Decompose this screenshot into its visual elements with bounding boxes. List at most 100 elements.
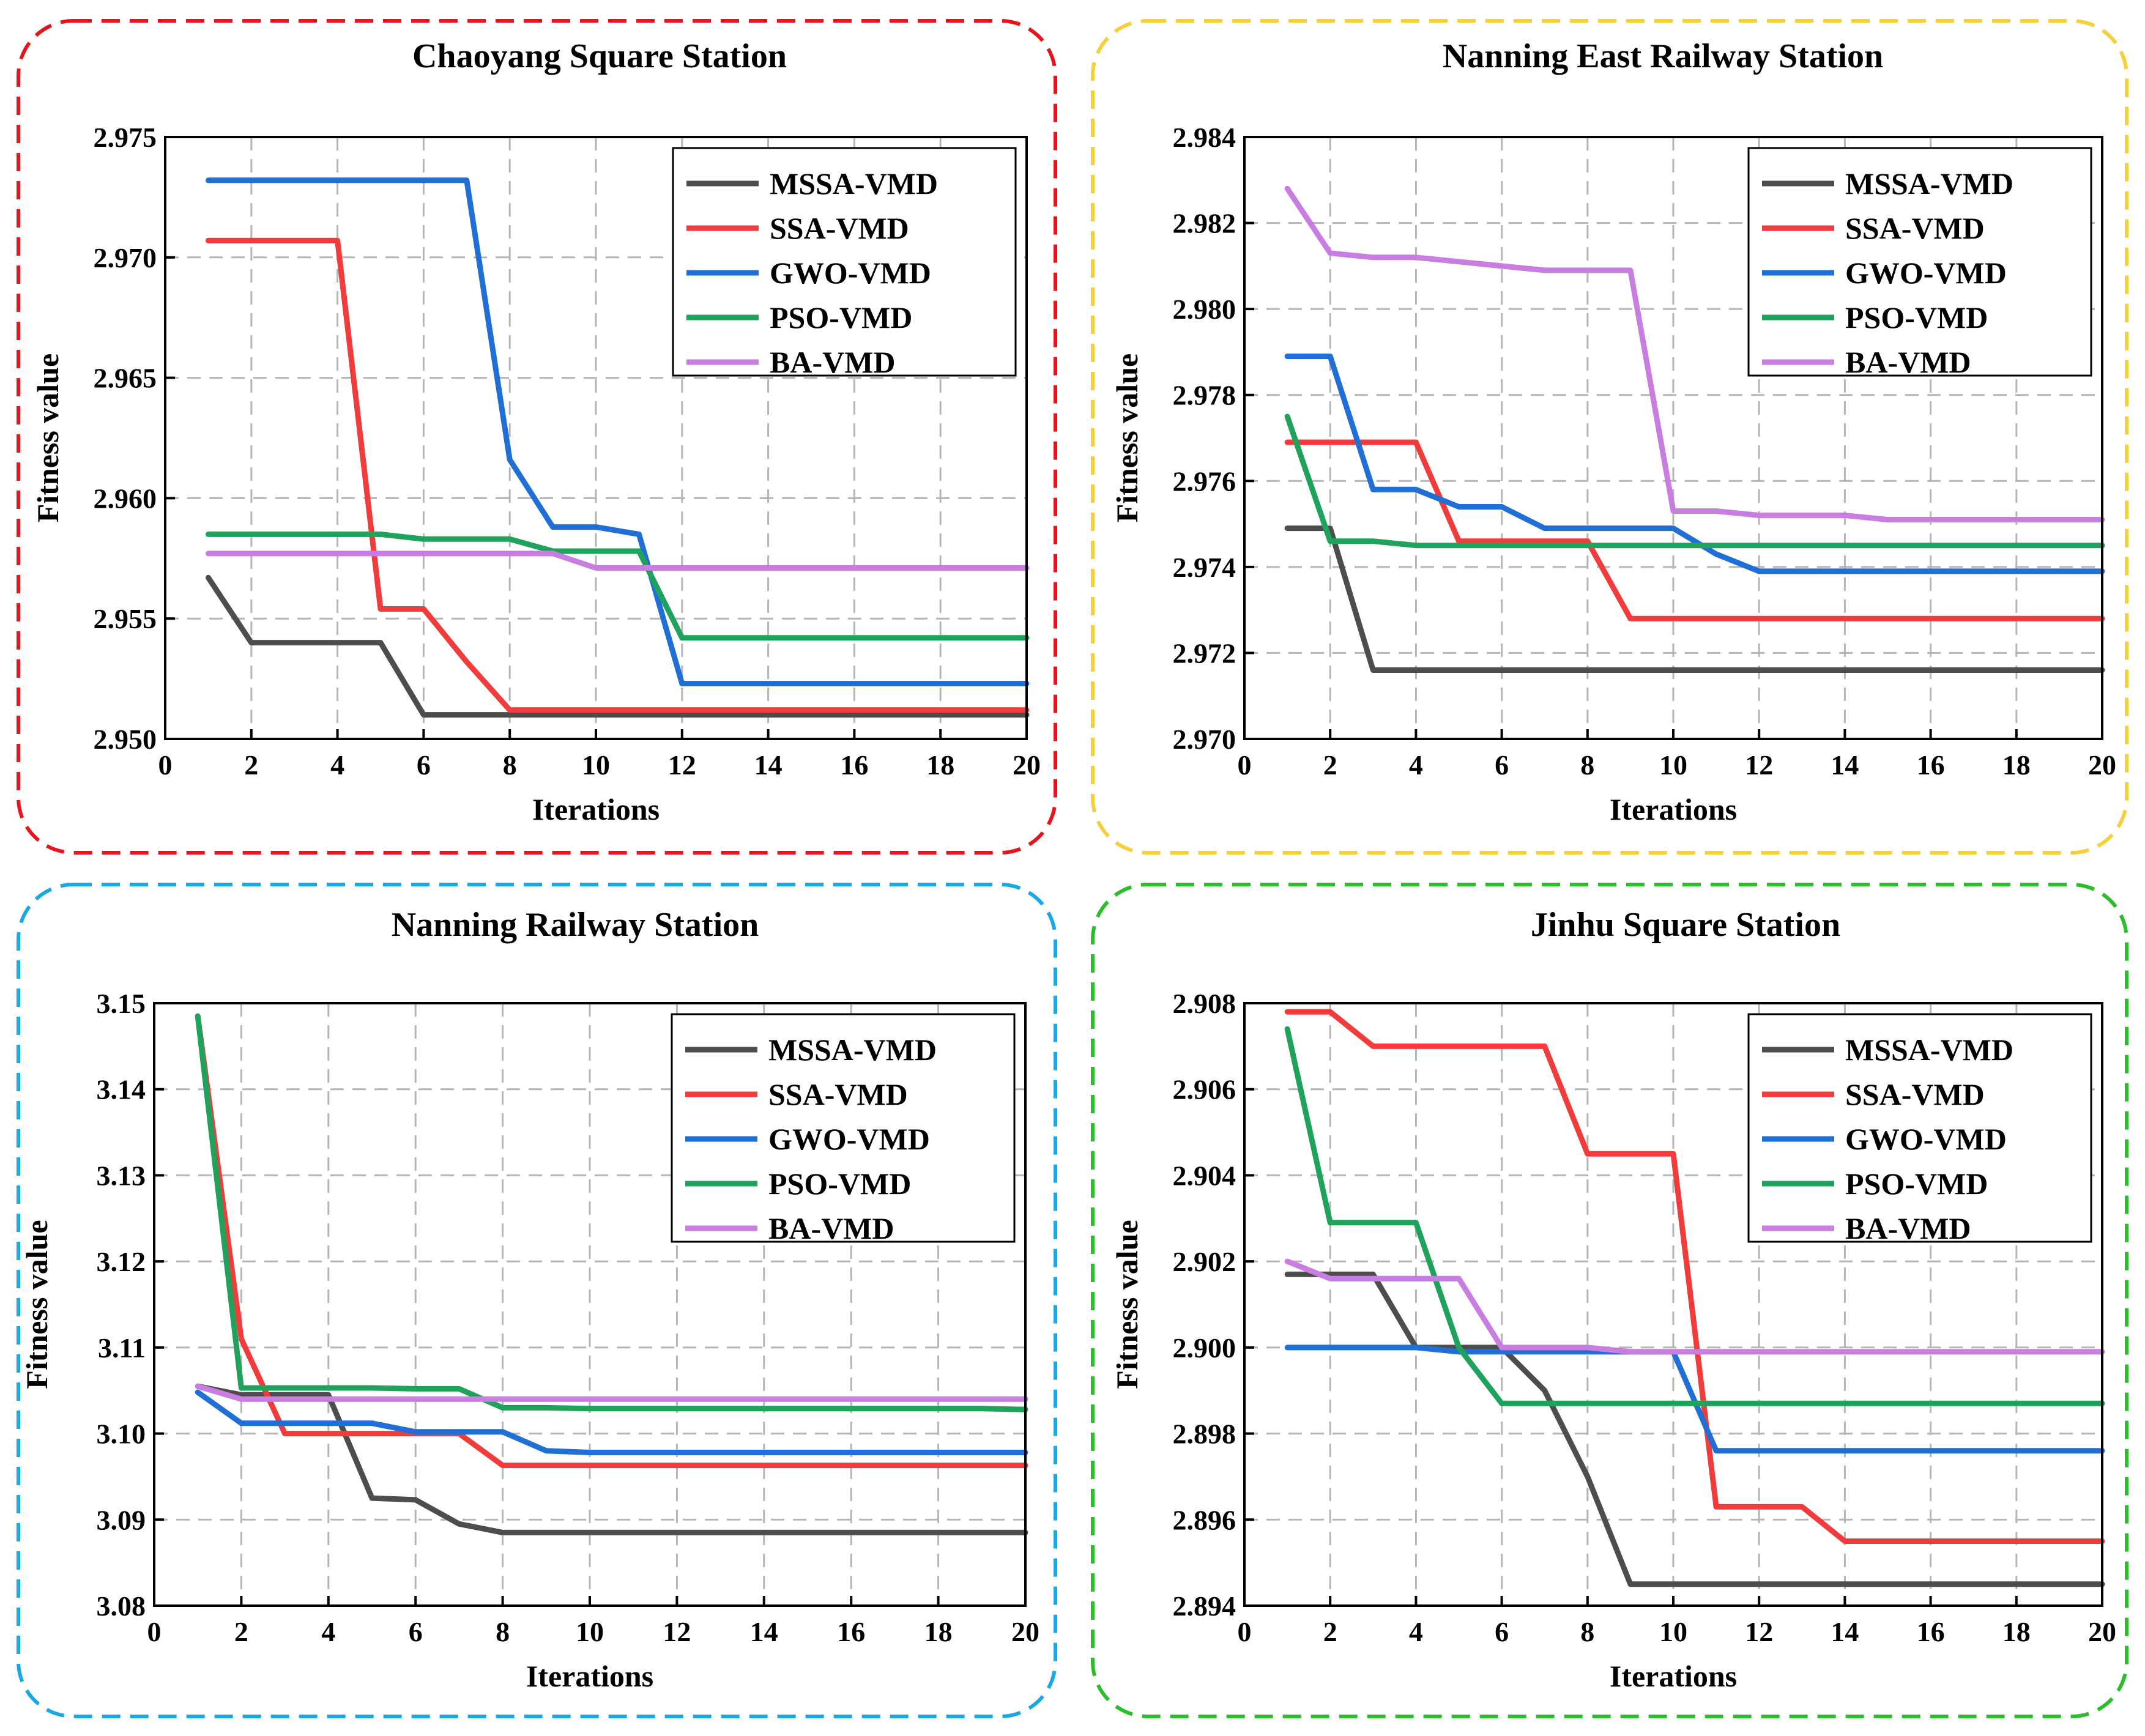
series-line-pso-vmd xyxy=(205,531,1030,641)
y-tick-label: 2.976 xyxy=(1173,466,1236,497)
legend: MSSA-VMD SSA-VMD GWO-VMD PSO-VMD BA-VMD xyxy=(672,147,1017,379)
y-tick-label: 2.980 xyxy=(1173,294,1236,325)
x-tick-label: 8 xyxy=(503,749,517,781)
x-tick-label: 4 xyxy=(1409,1616,1423,1647)
chart-title: Jinhu Square Station xyxy=(1531,906,1840,944)
series-line-ba-vmd xyxy=(195,1383,1028,1402)
x-tick-label: 18 xyxy=(2002,1616,2031,1647)
y-axis-label: Fitness value xyxy=(1110,354,1144,522)
x-tick-label: 14 xyxy=(754,749,783,781)
legend-label: GWO-VMD xyxy=(768,1122,930,1156)
legend-label: SSA-VMD xyxy=(1845,211,1985,245)
x-tick-label: 0 xyxy=(1238,1616,1252,1647)
legend-label: SSA-VMD xyxy=(1845,1077,1985,1111)
series-line-gwo-vmd xyxy=(195,1389,1028,1455)
x-axis-label: Iterations xyxy=(532,792,660,826)
y-tick-label: 2.902 xyxy=(1173,1246,1236,1277)
x-tick-label: 6 xyxy=(417,749,431,781)
x-tick-label: 12 xyxy=(668,749,696,781)
x-axis-label: Iterations xyxy=(526,1659,653,1693)
y-tick-label: 3.10 xyxy=(97,1419,146,1450)
legend-label: PSO-VMD xyxy=(768,1167,911,1201)
ticks: 0 2 4 6 8 10 12 14 16 18 20 3.08 3.09 3.10 3.11 3.12 3.1… xyxy=(97,988,1040,1647)
legend-label: SSA-VMD xyxy=(768,1077,908,1111)
chart-title: Nanning Railway Station xyxy=(392,906,759,944)
x-tick-label: 16 xyxy=(837,1616,865,1647)
series-line-ba-vmd xyxy=(1284,185,2105,522)
legend-label: PSO-VMD xyxy=(1845,1167,1988,1201)
legend-label: BA-VMD xyxy=(770,345,896,379)
x-tick-label: 14 xyxy=(1831,749,1859,781)
x-tick-label: 16 xyxy=(840,749,868,781)
y-tick-label: 2.906 xyxy=(1173,1074,1236,1105)
y-tick-label: 2.974 xyxy=(1173,552,1236,583)
y-tick-label: 3.09 xyxy=(97,1504,146,1535)
x-tick-label: 10 xyxy=(1659,749,1687,781)
legend: MSSA-VMD SSA-VMD GWO-VMD PSO-VMD BA-VMD xyxy=(1747,147,2092,379)
legend-label: MSSA-VMD xyxy=(770,166,938,201)
y-tick-label: 2.960 xyxy=(94,483,157,514)
x-tick-label: 4 xyxy=(1409,749,1423,781)
series-line-ssa-vmd xyxy=(195,1013,1028,1469)
x-tick-label: 8 xyxy=(496,1616,510,1647)
series-line-mssa-vmd xyxy=(1284,525,2105,673)
x-tick-label: 6 xyxy=(1495,749,1509,781)
x-tick-label: 10 xyxy=(582,749,610,781)
panel-top-right: Nanning East Railway Station 0 2 4 6 8 10 12 14 1… xyxy=(1091,19,2128,855)
legend-label: GWO-VMD xyxy=(770,256,931,290)
legend-label: PSO-VMD xyxy=(1845,300,1988,335)
panel-bottom-right: Jinhu Square Station 0 2 4 6 8 10 12 14 16 18 20 2.8… xyxy=(1091,883,2128,1718)
x-tick-label: 18 xyxy=(2002,749,2031,781)
series-line-pso-vmd xyxy=(1284,414,2105,549)
x-tick-label: 10 xyxy=(576,1616,604,1647)
series-line-pso-vmd xyxy=(195,1013,1028,1412)
legend-label: MSSA-VMD xyxy=(1845,166,2013,201)
x-tick-label: 10 xyxy=(1659,1616,1687,1647)
ticks: 0 2 4 6 8 10 12 14 16 18 20 2.894 2.896 2.898 2.900 2.9… xyxy=(1173,988,2117,1647)
x-tick-label: 16 xyxy=(1917,749,1945,781)
y-tick-label: 3.11 xyxy=(98,1332,146,1363)
y-tick-label: 2.894 xyxy=(1173,1590,1236,1622)
panel-border xyxy=(17,883,1057,1718)
legend: MSSA-VMD SSA-VMD GWO-VMD PSO-VMD BA-VMD xyxy=(1747,1013,2092,1245)
y-tick-label: 2.984 xyxy=(1173,122,1236,153)
series-line-mssa-vmd xyxy=(205,574,1030,718)
y-tick-label: 2.970 xyxy=(1173,724,1236,755)
chart-title: Nanning East Railway Station xyxy=(1443,37,1883,75)
series-line-gwo-vmd xyxy=(1284,354,2105,574)
y-tick-label: 2.978 xyxy=(1173,380,1236,411)
legend: MSSA-VMD SSA-VMD GWO-VMD PSO-VMD BA-VMD xyxy=(671,1013,1016,1245)
y-tick-label: 2.972 xyxy=(1173,637,1236,669)
x-tick-label: 20 xyxy=(2088,749,2116,781)
x-tick-label: 18 xyxy=(926,749,954,781)
panel-border xyxy=(1091,19,2128,855)
legend-label: MSSA-VMD xyxy=(768,1033,937,1067)
x-tick-label: 8 xyxy=(1580,1616,1594,1647)
x-tick-label: 20 xyxy=(1013,749,1041,781)
x-tick-label: 0 xyxy=(147,1616,162,1647)
y-tick-label: 2.950 xyxy=(94,724,157,755)
x-tick-label: 12 xyxy=(1745,749,1773,781)
y-tick-label: 2.896 xyxy=(1173,1504,1236,1535)
legend-label: PSO-VMD xyxy=(770,300,912,335)
y-tick-label: 2.900 xyxy=(1173,1332,1236,1363)
y-tick-label: 3.08 xyxy=(97,1590,146,1622)
series-line-ssa-vmd xyxy=(205,237,1030,713)
y-tick-label: 2.955 xyxy=(94,603,157,634)
x-axis-label: Iterations xyxy=(1610,792,1737,826)
y-tick-label: 2.904 xyxy=(1173,1160,1236,1191)
x-tick-label: 14 xyxy=(1831,1616,1859,1647)
y-tick-label: 2.908 xyxy=(1173,988,1236,1019)
ticks: 0 2 4 6 8 10 12 14 16 18 20 2.950 2.955 2.960 2.965 2.9… xyxy=(94,122,1041,781)
x-tick-label: 6 xyxy=(1495,1616,1509,1647)
y-tick-label: 3.13 xyxy=(97,1160,146,1191)
legend-label: BA-VMD xyxy=(1845,1211,1971,1245)
series-line-mssa-vmd xyxy=(195,1383,1028,1535)
series-line-ba-vmd xyxy=(1284,1258,2105,1355)
series-line-ssa-vmd xyxy=(1284,439,2105,621)
x-tick-label: 2 xyxy=(234,1616,248,1647)
x-tick-label: 0 xyxy=(158,749,173,781)
y-tick-label: 2.970 xyxy=(94,242,157,273)
y-axis-label: Fitness value xyxy=(20,1220,54,1389)
